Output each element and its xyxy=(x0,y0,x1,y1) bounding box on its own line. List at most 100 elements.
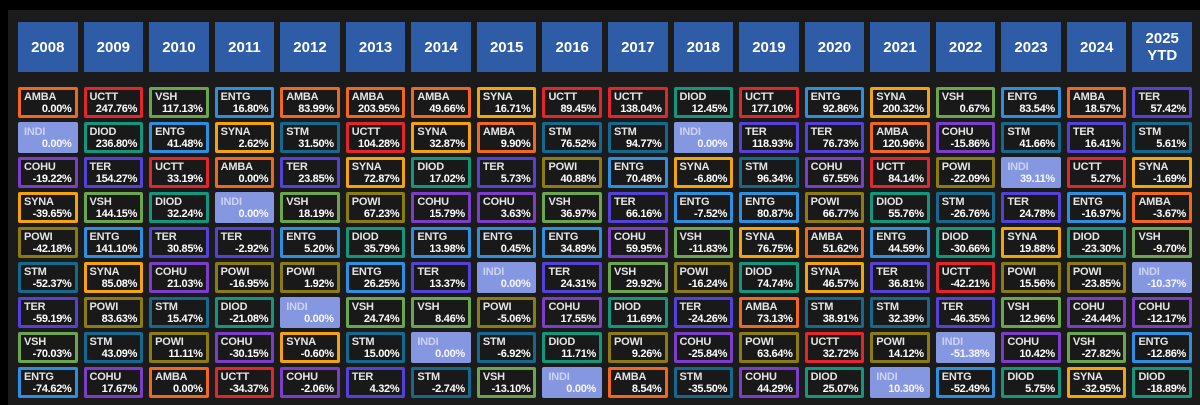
return-cell[interactable]: UCTT 104.28% xyxy=(345,122,406,153)
return-cell[interactable]: ENTG 13.98% xyxy=(411,227,471,258)
return-cell[interactable]: SYNA 2.62% xyxy=(214,122,275,153)
return-cell[interactable]: AMBA 9.90% xyxy=(476,122,537,153)
return-cell[interactable]: COHU 15.79% xyxy=(411,192,471,223)
return-cell[interactable]: VSH 29.92% xyxy=(608,262,668,293)
return-cell[interactable]: STM -2.74% xyxy=(411,367,471,398)
return-cell[interactable]: POWI 11.11% xyxy=(149,332,209,363)
return-cell[interactable]: COHU -15.86% xyxy=(935,122,996,153)
return-cell[interactable]: DIOD 55.76% xyxy=(870,192,930,223)
return-cell[interactable]: AMBA 8.54% xyxy=(608,367,668,398)
return-cell[interactable]: TER 66.16% xyxy=(608,192,668,223)
return-cell[interactable]: POWI 40.88% xyxy=(542,157,602,188)
return-cell[interactable]: DIOD 11.69% xyxy=(608,297,668,328)
return-cell[interactable]: ENTG 5.20% xyxy=(280,227,340,258)
return-cell[interactable]: COHU 10.42% xyxy=(1001,332,1061,363)
return-cell[interactable]: SYNA 16.71% xyxy=(476,87,537,118)
return-cell[interactable]: TER 36.81% xyxy=(870,262,930,293)
return-cell[interactable]: ENTG 41.48% xyxy=(149,122,209,153)
return-cell[interactable]: ENTG 44.59% xyxy=(870,227,930,258)
return-cell[interactable]: VSH 117.13% xyxy=(149,87,209,118)
return-cell[interactable]: STM 32.39% xyxy=(870,297,930,328)
return-cell[interactable]: STM 15.47% xyxy=(149,297,209,328)
return-cell[interactable]: ENTG -52.49% xyxy=(935,367,996,398)
return-cell[interactable]: INDI 0.00% xyxy=(411,332,471,363)
return-cell[interactable]: POWI -42.18% xyxy=(18,227,78,258)
return-cell[interactable]: COHU -12.17% xyxy=(1132,297,1192,328)
return-cell[interactable]: POWI 14.12% xyxy=(870,332,930,363)
return-cell[interactable]: VSH 144.15% xyxy=(83,192,144,223)
return-cell[interactable]: AMBA 73.13% xyxy=(739,297,799,328)
return-cell[interactable]: STM 5.61% xyxy=(1132,122,1192,153)
return-cell[interactable]: STM -35.50% xyxy=(673,367,734,398)
return-cell[interactable]: ENTG -12.86% xyxy=(1132,332,1192,363)
return-cell[interactable]: UCTT -42.21% xyxy=(935,262,996,293)
return-cell[interactable]: TER 154.27% xyxy=(83,157,144,188)
return-cell[interactable]: POWI -16.24% xyxy=(673,262,734,293)
return-cell[interactable]: TER 76.73% xyxy=(804,122,865,153)
return-cell[interactable]: ENTG 83.54% xyxy=(1001,87,1061,118)
return-cell[interactable]: VSH 0.67% xyxy=(935,87,996,118)
return-cell[interactable]: POWI 66.77% xyxy=(804,192,865,223)
return-cell[interactable]: ENTG -74.62% xyxy=(18,367,78,398)
return-cell[interactable]: AMBA 0.00% xyxy=(18,87,78,118)
return-cell[interactable]: SYNA 200.32% xyxy=(870,87,930,118)
return-cell[interactable]: SYNA -32.95% xyxy=(1066,367,1127,398)
return-cell[interactable]: ENTG 34.89% xyxy=(542,227,602,258)
return-cell[interactable]: SYNA 72.87% xyxy=(345,157,406,188)
return-cell[interactable]: TER -24.26% xyxy=(673,297,734,328)
return-cell[interactable]: DIOD 74.74% xyxy=(739,262,799,293)
return-cell[interactable]: POWI 63.64% xyxy=(739,332,799,363)
return-cell[interactable]: ENTG 26.25% xyxy=(345,262,406,293)
return-cell[interactable]: DIOD 25.07% xyxy=(804,367,865,398)
return-cell[interactable]: TER 118.93% xyxy=(739,122,799,153)
return-cell[interactable]: UCTT 32.72% xyxy=(804,332,865,363)
return-cell[interactable]: POWI 1.92% xyxy=(280,262,340,293)
return-cell[interactable]: COHU -25.84% xyxy=(673,332,734,363)
return-cell[interactable]: TER 4.32% xyxy=(345,367,406,398)
return-cell[interactable]: SYNA -6.80% xyxy=(673,157,734,188)
return-cell[interactable]: UCTT 84.14% xyxy=(870,157,930,188)
return-cell[interactable]: SYNA 19.88% xyxy=(1001,227,1061,258)
return-cell[interactable]: POWI -23.85% xyxy=(1066,262,1127,293)
return-cell[interactable]: VSH -70.03% xyxy=(18,332,78,363)
return-cell[interactable]: UCTT 138.04% xyxy=(608,87,668,118)
return-cell[interactable]: POWI -5.06% xyxy=(476,297,537,328)
return-cell[interactable]: ENTG 141.10% xyxy=(83,227,144,258)
return-cell[interactable]: SYNA 85.08% xyxy=(83,262,144,293)
return-cell[interactable]: STM -6.92% xyxy=(476,332,537,363)
return-cell[interactable]: TER 23.85% xyxy=(280,157,340,188)
return-cell[interactable]: POWI -22.09% xyxy=(935,157,996,188)
return-cell[interactable]: VSH 18.19% xyxy=(280,192,340,223)
return-cell[interactable]: INDI 0.00% xyxy=(542,367,602,398)
return-cell[interactable]: INDI 0.00% xyxy=(280,297,340,328)
return-cell[interactable]: ENTG 0.45% xyxy=(476,227,537,258)
return-cell[interactable]: UCTT 89.45% xyxy=(542,87,602,118)
return-cell[interactable]: POWI 83.63% xyxy=(83,297,144,328)
return-cell[interactable]: UCTT 247.76% xyxy=(83,87,144,118)
return-cell[interactable]: SYNA -0.60% xyxy=(280,332,340,363)
return-cell[interactable]: TER 5.73% xyxy=(476,157,537,188)
return-cell[interactable]: DIOD 12.45% xyxy=(673,87,734,118)
return-cell[interactable]: AMBA 120.96% xyxy=(870,122,930,153)
return-cell[interactable]: INDI 0.00% xyxy=(18,122,78,153)
return-cell[interactable]: STM 96.34% xyxy=(739,157,799,188)
return-cell[interactable]: COHU 3.63% xyxy=(476,192,537,223)
return-cell[interactable]: COHU -2.06% xyxy=(280,367,340,398)
return-cell[interactable]: COHU -24.44% xyxy=(1066,297,1127,328)
return-cell[interactable]: STM 38.91% xyxy=(804,297,865,328)
return-cell[interactable]: UCTT 177.10% xyxy=(739,87,799,118)
return-cell[interactable]: VSH 36.97% xyxy=(542,192,602,223)
return-cell[interactable]: ENTG 80.87% xyxy=(739,192,799,223)
return-cell[interactable]: VSH -9.70% xyxy=(1132,227,1192,258)
return-cell[interactable]: INDI -51.38% xyxy=(935,332,996,363)
return-cell[interactable]: AMBA 18.57% xyxy=(1066,87,1127,118)
return-cell[interactable]: COHU 17.55% xyxy=(542,297,602,328)
return-cell[interactable]: TER -2.92% xyxy=(214,227,275,258)
return-cell[interactable]: SYNA 32.87% xyxy=(411,122,471,153)
return-cell[interactable]: COHU 21.03% xyxy=(149,262,209,293)
return-cell[interactable]: VSH -13.10% xyxy=(476,367,537,398)
return-cell[interactable]: DIOD 236.80% xyxy=(83,122,144,153)
return-cell[interactable]: COHU 67.55% xyxy=(804,157,865,188)
return-cell[interactable]: DIOD -23.30% xyxy=(1066,227,1127,258)
return-cell[interactable]: ENTG -7.52% xyxy=(673,192,734,223)
